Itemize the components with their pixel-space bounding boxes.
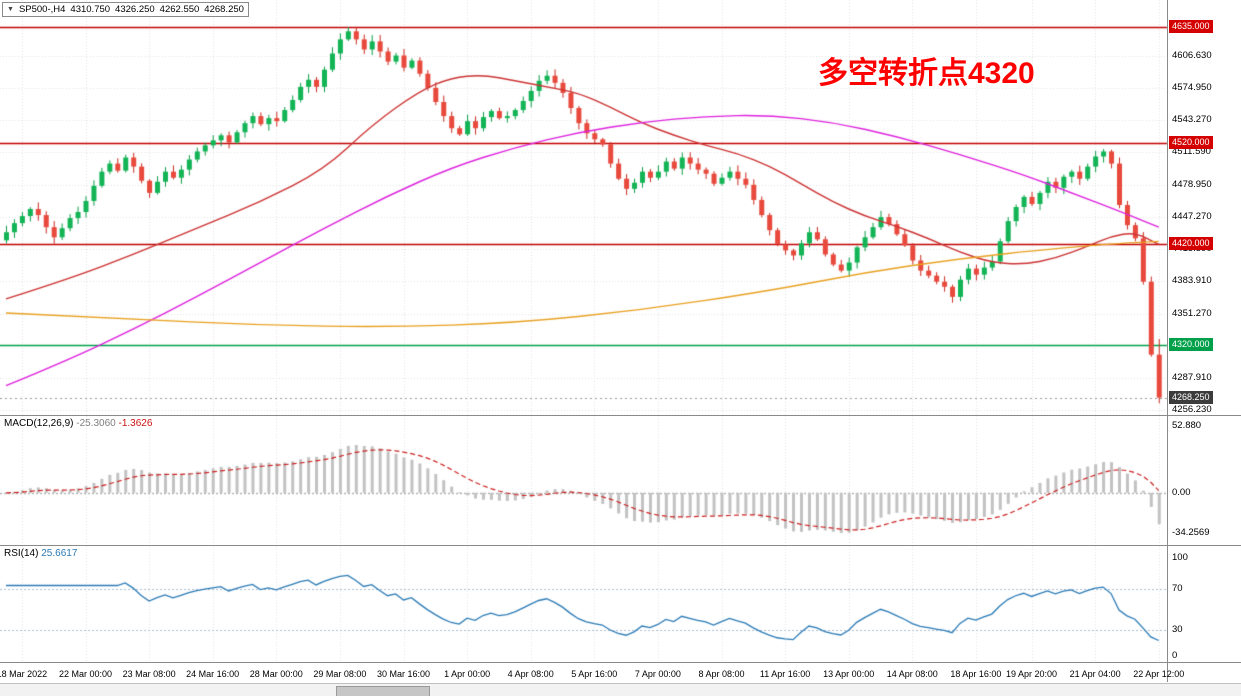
price-level-label: 4320.000 <box>1169 338 1213 352</box>
time-axis-label: 14 Apr 08:00 <box>886 669 938 679</box>
price-tick-label: 4447.270 <box>1172 210 1212 222</box>
rsi-value: 25.6617 <box>41 548 78 559</box>
time-axis-label: 5 Apr 16:00 <box>571 669 618 679</box>
chart-annotation-text[interactable]: 多空转折点4320 <box>818 57 1035 90</box>
time-axis-label: 7 Apr 00:00 <box>634 669 681 679</box>
rsi-axis-70: 70 <box>1172 583 1183 594</box>
time-axis-label: 23 Mar 08:00 <box>122 669 176 679</box>
horizontal-scrollbar[interactable] <box>0 683 1241 696</box>
time-axis-label: 28 Mar 00:00 <box>249 669 303 679</box>
quote-bar[interactable]: ▼ SP500-,H4 4310.750 4326.250 4262.550 4… <box>2 2 249 17</box>
price-tick-label: 4351.270 <box>1172 307 1212 319</box>
price-tick-label: 4383.910 <box>1172 274 1212 286</box>
macd-axis-bottom: -34.2569 <box>1172 527 1210 538</box>
time-axis-label: 30 Mar 16:00 <box>376 669 431 679</box>
price-tick-label: 4574.950 <box>1172 81 1212 93</box>
rsi-indicator-label: RSI(14) 25.6617 <box>4 548 77 559</box>
rsi-axis-0: 0 <box>1172 650 1178 661</box>
macd-main-value: -25.3060 <box>76 418 116 429</box>
price-tick-label: 4511.590 <box>1172 145 1211 157</box>
time-axis-label: 13 Apr 00:00 <box>823 669 875 679</box>
price-tick-label: 4287.910 <box>1172 371 1212 383</box>
quote-open: 4310.750 <box>70 4 111 15</box>
price-level-label: 4635.000 <box>1169 20 1213 34</box>
collapse-arrow-icon[interactable]: ▼ <box>7 6 14 13</box>
price-tick-label: 4606.630 <box>1172 49 1212 61</box>
time-axis-label: 22 Apr 12:00 <box>1133 669 1185 679</box>
panel-separator-rsi[interactable] <box>0 545 1241 546</box>
price-level-label: 4420.000 <box>1169 237 1213 251</box>
time-axis-label: 24 Mar 16:00 <box>186 669 240 679</box>
rsi-axis-100: 100 <box>1172 552 1188 563</box>
quote-high: 4326.250 <box>115 4 155 15</box>
time-axis-label: 1 Apr 00:00 <box>444 669 491 679</box>
panel-separator-timeaxis[interactable] <box>0 662 1241 663</box>
time-axis-label: 18 Mar 2022 <box>0 669 48 679</box>
scrollbar-thumb[interactable] <box>336 686 430 696</box>
price-tick-label: 4478.950 <box>1172 178 1212 190</box>
macd-name: MACD(12,26,9) <box>4 418 74 429</box>
time-axis-label: 22 Mar 00:00 <box>58 669 113 679</box>
quote-low: 4262.550 <box>159 4 200 15</box>
price-level-label: 4268.250 <box>1169 390 1213 404</box>
panel-separator-macd[interactable] <box>0 415 1241 416</box>
time-axis-label: 4 Apr 08:00 <box>507 669 554 679</box>
quote-close: 4268.250 <box>204 4 244 15</box>
rsi-axis-30: 30 <box>1172 624 1183 635</box>
price-tick-label: 4543.270 <box>1172 113 1212 125</box>
time-axis-label: 11 Apr 16:00 <box>759 669 811 679</box>
macd-axis-top: 52.880 <box>1172 420 1202 431</box>
time-axis[interactable] <box>0 663 1241 683</box>
macd-indicator-label: MACD(12,26,9) -25.3060 -1.3626 <box>4 418 152 429</box>
time-axis-label: 29 Mar 08:00 <box>313 669 367 679</box>
price-tick-label: 4256.230 <box>1172 403 1212 415</box>
macd-axis-zero: 0.00 <box>1172 486 1191 498</box>
rsi-name: RSI(14) <box>4 548 39 559</box>
price-level-label: 4520.000 <box>1169 136 1213 150</box>
symbol-timeframe: SP500-,H4 <box>18 4 66 15</box>
price-axis-divider <box>1167 0 1168 682</box>
macd-signal-value: -1.3626 <box>118 418 153 429</box>
time-axis-label: 8 Apr 08:00 <box>698 669 745 679</box>
time-axis-label: 19 Apr 20:00 <box>1006 669 1058 679</box>
time-axis-label: 18 Apr 16:00 <box>950 669 1002 679</box>
time-axis-label: 21 Apr 04:00 <box>1069 669 1121 679</box>
